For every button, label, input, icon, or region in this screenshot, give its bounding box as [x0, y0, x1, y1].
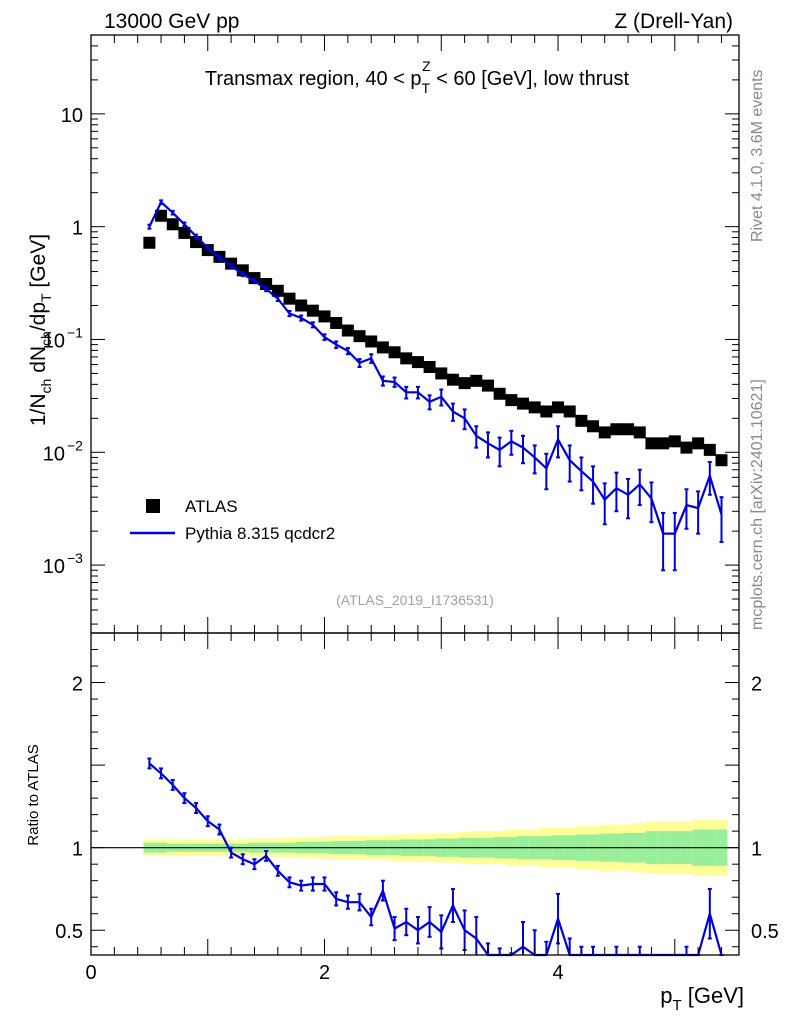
atlas-data-point — [622, 423, 635, 436]
ratio-plot-marks — [91, 757, 739, 957]
atlas-data-point — [587, 420, 600, 433]
atlas-data-point — [692, 437, 705, 450]
ratio-axes: 0 2 4 0.5 0.5 1 1 2 2 — [55, 633, 779, 984]
atlas-data-point — [143, 236, 156, 249]
ratio-y-tick-label: 2 — [72, 674, 83, 696]
atlas-data-point — [493, 387, 506, 400]
process-label: Z (Drell-Yan) — [614, 10, 733, 33]
y-tick-label: 10 — [43, 330, 65, 352]
x-tick-label: 0 — [85, 962, 96, 984]
y-tick-label: 10 — [43, 556, 65, 578]
atlas-data-point — [400, 352, 413, 365]
ratio-y-axis-label: Ratio to ATLAS — [25, 744, 42, 845]
atlas-data-point — [598, 426, 611, 439]
atlas-data-point — [353, 330, 366, 343]
atlas-data-point — [458, 377, 471, 390]
atlas-data-point — [306, 304, 319, 317]
y-tick-label-exponent: −1 — [67, 324, 83, 340]
plot-title-sub: T — [422, 80, 431, 96]
atlas-data-point — [376, 341, 389, 354]
atlas-data-point — [341, 324, 354, 337]
plot-title-sup: Z — [422, 58, 431, 74]
rivet-version-label: Rivet 4.1.0, 3.6M events — [749, 69, 766, 242]
ratio-panel: 0 2 4 0.5 0.5 1 1 2 2 Ratio to ATLAS — [25, 632, 779, 984]
plot-title-post: < 60 [GeV], low thrust — [431, 68, 630, 90]
atlas-data-point — [505, 394, 518, 407]
y-tick-label-exponent: −2 — [67, 437, 83, 453]
y-tick-label: 10 — [43, 443, 65, 465]
x-axis-label: pT [GeV] — [660, 983, 744, 1014]
atlas-data-point — [411, 356, 424, 369]
legend: ATLAS Pythia 8.315 qcdcr2 — [130, 497, 335, 543]
main-plot-marks — [143, 199, 728, 572]
ratio-y-tick-label: 1 — [72, 839, 83, 861]
atlas-data-point — [610, 423, 623, 436]
atlas-data-point — [715, 454, 728, 467]
main-y-axis-label: 1/Nch dNch/dpT [GeV] — [27, 234, 54, 426]
x-tick-label: 2 — [319, 962, 330, 984]
atlas-data-point — [680, 441, 693, 454]
atlas-data-point — [166, 218, 179, 231]
atlas-data-point — [330, 316, 343, 329]
atlas-data-point — [470, 374, 483, 387]
y-tick-label: 10 — [61, 105, 83, 127]
atlas-data-point — [155, 209, 168, 222]
atlas-data-point — [540, 405, 553, 418]
atlas-data-point — [271, 284, 284, 297]
atlas-data-point — [365, 335, 378, 348]
atlas-data-point — [283, 292, 296, 305]
ratio-y-tick-label: 0.5 — [55, 921, 83, 943]
atlas-data-point — [318, 310, 331, 323]
atlas-data-point — [528, 401, 541, 414]
ratio-y-tick-label-right: 2 — [751, 674, 762, 696]
mcplots-label: mcplots.cern.ch [arXiv:2401.10621] — [749, 379, 766, 630]
legend-atlas-label: ATLAS — [185, 497, 238, 516]
atlas-data-point — [481, 379, 494, 392]
ratio-y-tick-label-right: 0.5 — [751, 921, 779, 943]
atlas-data-point — [178, 226, 191, 239]
plot-title: Transmax region, 40 < pTZ < 60 [GeV], lo… — [205, 58, 630, 96]
atlas-data-point — [236, 264, 249, 277]
atlas-data-point — [423, 361, 436, 374]
atlas-data-point — [703, 443, 716, 456]
analysis-id-label: (ATLAS_2019_I1736531) — [336, 592, 494, 608]
atlas-data-point — [295, 299, 308, 312]
ratio-y-tick-label-right: 1 — [751, 839, 762, 861]
legend-pythia-label: Pythia 8.315 qcdcr2 — [185, 524, 335, 543]
y-tick-label-exponent: −3 — [67, 550, 83, 566]
atlas-data-point — [435, 367, 448, 380]
atlas-data-point — [633, 426, 646, 439]
x-tick-label: 4 — [552, 962, 563, 984]
ratio-plot-frame — [90, 632, 740, 956]
atlas-data-point — [446, 373, 459, 386]
main-plot-frame — [90, 34, 740, 634]
legend-atlas-marker — [146, 499, 160, 513]
plot-title-pre: Transmax region, 40 < p — [205, 68, 422, 90]
atlas-data-point — [388, 346, 401, 359]
y-tick-label: 1 — [72, 218, 83, 240]
atlas-data-point — [552, 401, 565, 414]
atlas-data-point — [657, 437, 670, 450]
atlas-data-point — [517, 397, 529, 410]
energy-label: 13000 GeV pp — [104, 10, 239, 33]
atlas-data-point — [575, 414, 588, 427]
atlas-data-point — [563, 405, 576, 418]
atlas-data-point — [645, 437, 658, 450]
atlas-data-point — [668, 435, 681, 448]
